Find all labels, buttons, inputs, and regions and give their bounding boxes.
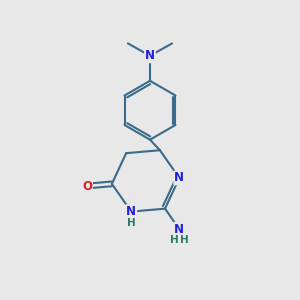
Text: H: H <box>170 235 178 245</box>
Text: N: N <box>174 223 184 236</box>
Text: N: N <box>126 205 136 218</box>
Text: H: H <box>127 218 136 228</box>
Text: O: O <box>82 179 92 193</box>
Text: N: N <box>174 172 184 184</box>
Text: H: H <box>180 235 189 245</box>
Text: N: N <box>145 49 155 62</box>
